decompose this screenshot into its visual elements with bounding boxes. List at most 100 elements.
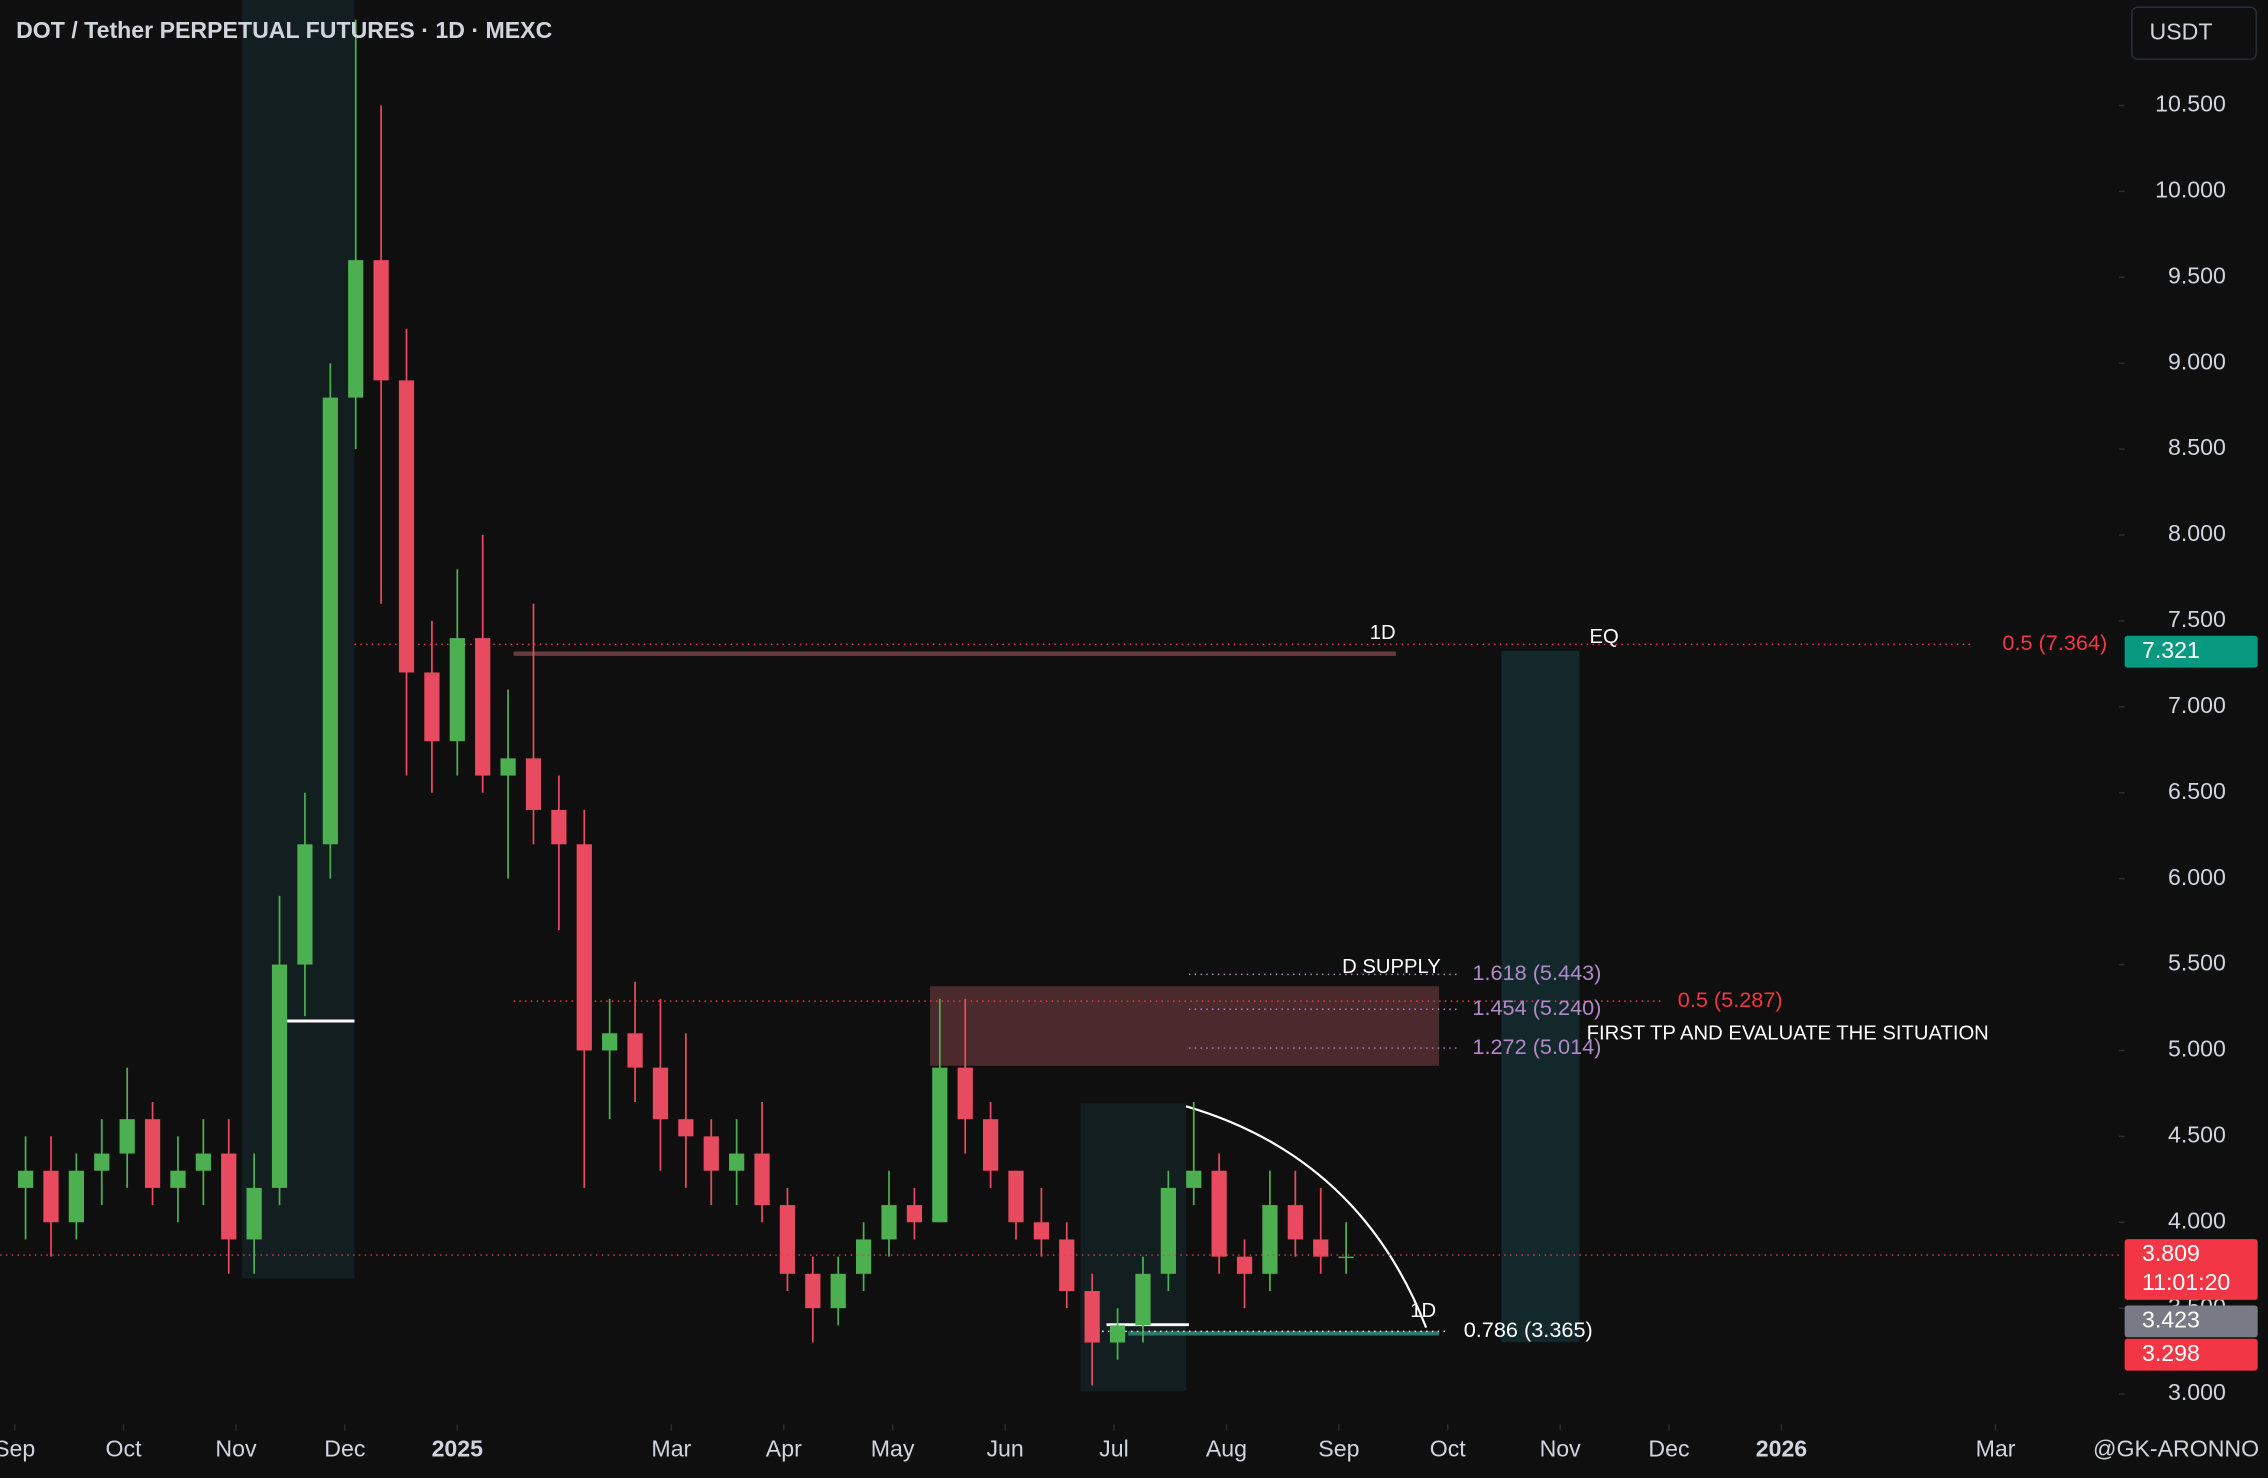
candle-body xyxy=(551,809,567,845)
price-badge xyxy=(2124,1305,2258,1338)
arc xyxy=(1185,1105,1428,1328)
candle-body xyxy=(576,844,592,1051)
candle-body xyxy=(322,397,338,845)
candle-body xyxy=(170,1170,186,1188)
x-tick-label: 2026 xyxy=(1756,1436,1808,1462)
candle-body xyxy=(475,638,491,776)
price-badge-label: 3.423 xyxy=(2142,1307,2200,1333)
y-tick-label: 6.500 xyxy=(2168,778,2226,804)
candle-body xyxy=(500,758,516,776)
candle-body xyxy=(195,1153,211,1171)
x-tick-label: Sep xyxy=(1318,1436,1359,1462)
x-tick-label: Aug xyxy=(1206,1436,1247,1462)
candle-body xyxy=(68,1170,84,1223)
candle-body xyxy=(1262,1205,1278,1274)
annotation: D SUPPLY xyxy=(1342,956,1441,978)
candle-body xyxy=(855,1239,872,1274)
y-tick-label: 3.000 xyxy=(2168,1379,2226,1405)
candle-body xyxy=(652,1067,669,1120)
plot: 3.0003.5004.0004.5005.0005.5006.0006.500… xyxy=(0,19,2258,1462)
candle-body xyxy=(754,1153,770,1206)
price-badge xyxy=(2124,635,2258,668)
candle-body xyxy=(398,380,415,673)
candle-body xyxy=(221,1153,237,1240)
candle-body xyxy=(17,1170,34,1188)
candle-body xyxy=(525,758,542,810)
y-tick-label: 10.500 xyxy=(2155,91,2226,117)
x-tick-label: Nov xyxy=(215,1436,257,1462)
candle-body xyxy=(982,1119,999,1171)
candle-body xyxy=(729,1153,745,1171)
annotation: 1D xyxy=(1370,622,1396,644)
candle-body xyxy=(1338,1256,1354,1259)
x-tick-label: Jul xyxy=(1099,1436,1129,1462)
level-label: 0.5 (5.287) xyxy=(1678,987,1783,1012)
annotation: EQ xyxy=(1590,626,1619,648)
y-tick-label: 9.500 xyxy=(2168,262,2226,288)
candle-body xyxy=(271,964,288,1188)
price-badge xyxy=(2124,1338,2258,1371)
candle-body xyxy=(1059,1239,1075,1291)
level-label: 0.786 (3.365) xyxy=(1464,1317,1593,1342)
candle-body xyxy=(830,1273,846,1309)
candle-body xyxy=(906,1205,923,1223)
level-label: 1.454 (5.240) xyxy=(1472,995,1601,1020)
candle-body xyxy=(43,1170,59,1223)
candle-body xyxy=(805,1273,821,1309)
candle-body xyxy=(348,260,364,398)
x-tick-label: Mar xyxy=(651,1436,691,1462)
candle-body xyxy=(1135,1273,1151,1326)
price-badge xyxy=(2124,1239,2258,1300)
y-tick-label: 7.000 xyxy=(2168,692,2226,718)
x-tick-label: Oct xyxy=(106,1436,143,1462)
x-tick-label: Apr xyxy=(766,1436,802,1462)
y-tick-label: 7.500 xyxy=(2168,606,2226,632)
y-tick-label: 10.000 xyxy=(2155,177,2226,203)
candle-body xyxy=(449,638,465,742)
candle-body xyxy=(1084,1290,1100,1343)
candle-body xyxy=(373,260,389,381)
x-tick-label: May xyxy=(871,1436,915,1462)
candle-body xyxy=(246,1187,262,1240)
currency-label[interactable]: USDT xyxy=(2150,18,2213,44)
candle-body xyxy=(94,1153,110,1171)
x-tick-label: Nov xyxy=(1540,1436,1582,1462)
x-tick-label: 2025 xyxy=(432,1436,484,1462)
y-tick-label: 6.000 xyxy=(2168,864,2226,890)
candle-body xyxy=(1287,1205,1303,1240)
x-tick-label: Dec xyxy=(324,1436,365,1462)
y-tick-label: 4.000 xyxy=(2168,1207,2226,1233)
watermark: @GK-ARONNO xyxy=(2093,1436,2259,1462)
level-label: 1.272 (5.014) xyxy=(1472,1034,1601,1059)
price-timer: 11:01:20 xyxy=(2142,1269,2230,1295)
candle-body xyxy=(1313,1239,1329,1257)
candle-body xyxy=(932,1067,948,1223)
y-tick-label: 5.000 xyxy=(2168,1036,2226,1062)
annotation: 1D xyxy=(1410,1300,1436,1322)
y-tick-label: 9.000 xyxy=(2168,348,2226,374)
currency-button[interactable] xyxy=(2131,6,2257,61)
candle-body xyxy=(1033,1222,1050,1240)
candle-body xyxy=(1211,1170,1227,1257)
candle-body xyxy=(1109,1325,1126,1343)
x-tick-label: Dec xyxy=(1648,1436,1689,1462)
x-tick-label: Jun xyxy=(986,1436,1023,1462)
candle-body xyxy=(297,844,313,965)
candle-body xyxy=(779,1205,796,1274)
candle-body xyxy=(602,1033,618,1051)
price-badge-label: 3.809 xyxy=(2142,1240,2200,1266)
price-badge-label: 3.298 xyxy=(2142,1340,2200,1366)
candle-body xyxy=(424,672,440,742)
level-label: 1.618 (5.443) xyxy=(1472,960,1601,985)
x-tick-label: Mar xyxy=(1976,1436,2016,1462)
y-tick-label: 8.500 xyxy=(2168,434,2226,460)
supply-zone xyxy=(930,986,1440,1066)
candle-body xyxy=(957,1067,973,1120)
candle-body xyxy=(627,1033,643,1068)
candle-body xyxy=(1186,1170,1202,1188)
x-tick-label: Oct xyxy=(1430,1436,1467,1462)
candle-body xyxy=(119,1119,135,1154)
candle-body xyxy=(1236,1256,1253,1274)
candle-body xyxy=(1008,1170,1024,1223)
